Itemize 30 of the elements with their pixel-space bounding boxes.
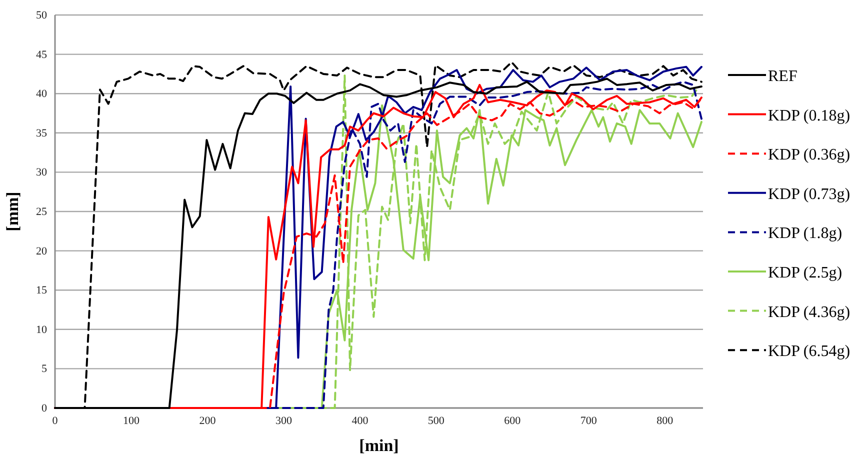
x-tick-label: 200 [199,414,216,427]
y-tick-label: 50 [36,10,48,22]
legend-label: KDP (4.36g) [768,304,850,321]
y-tick-label: 45 [36,48,48,61]
y-tick-label: 5 [42,363,48,376]
legend-label: REF [768,68,798,85]
legend-label: KDP (2.5g) [768,264,842,282]
x-tick-label: 600 [504,414,522,427]
y-tick-label: 0 [42,402,48,415]
y-tick-label: 25 [36,206,48,218]
x-tick-label: 700 [580,414,598,427]
x-tick-label: 300 [275,414,292,427]
legend-label: KDP (6.54g) [768,343,850,360]
y-tick-label: 30 [36,166,48,179]
y-tick-label: 15 [36,284,48,297]
y-axis-title: [mm] [3,192,22,232]
y-tick-label: 10 [36,324,48,336]
x-axis-title: [min] [359,436,399,455]
legend-label: KDP (0.73g) [768,186,850,203]
x-tick-label: 0 [52,414,58,427]
legend-label: KDP (0.36g) [768,146,850,164]
legend-label: KDP (1.8g) [768,225,842,242]
y-tick-label: 35 [36,127,48,140]
legend-label: KDP (0.18g) [768,107,850,124]
y-tick-label: 20 [36,245,48,258]
x-tick-label: 100 [122,414,140,427]
y-tick-label: 40 [36,88,48,100]
x-tick-label: 500 [428,414,445,427]
x-tick-label: 400 [352,414,369,427]
x-tick-label: 800 [656,414,674,427]
